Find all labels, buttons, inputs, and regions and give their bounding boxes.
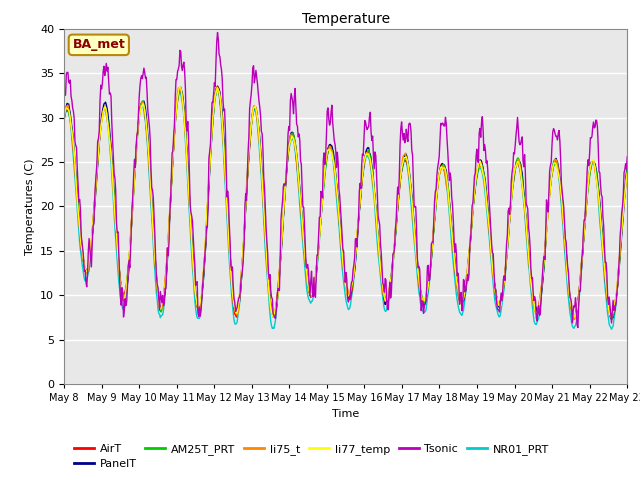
li75_t	[216, 94, 224, 99]
li77_temp	[623, 170, 631, 176]
NR01_PRT	[214, 86, 221, 92]
AirT	[623, 170, 631, 176]
AM25T_PRT	[623, 167, 631, 172]
AirT	[214, 83, 221, 89]
NR01_PRT	[431, 211, 439, 216]
Legend: AirT, PanelT, AM25T_PRT, li75_t, li77_temp, Tsonic, NR01_PRT: AirT, PanelT, AM25T_PRT, li75_t, li77_te…	[70, 439, 553, 474]
Line: Tsonic: Tsonic	[64, 33, 627, 327]
AirT	[128, 205, 136, 211]
NR01_PRT	[70, 165, 78, 170]
PanelT	[214, 84, 221, 90]
NR01_PRT	[415, 288, 422, 294]
Text: BA_met: BA_met	[72, 38, 125, 51]
AirT	[186, 199, 193, 205]
AM25T_PRT	[186, 192, 193, 197]
li77_temp	[415, 275, 422, 281]
li77_temp	[128, 209, 136, 215]
Tsonic	[60, 88, 68, 94]
AirT	[70, 157, 78, 163]
li75_t	[431, 206, 439, 212]
AM25T_PRT	[431, 211, 439, 216]
Title: Temperature: Temperature	[301, 12, 390, 26]
AirT	[608, 317, 616, 323]
PanelT	[128, 210, 136, 216]
li77_temp	[186, 211, 194, 216]
AirT	[431, 208, 439, 214]
li77_temp	[176, 84, 184, 90]
Tsonic	[216, 54, 224, 60]
li75_t	[186, 200, 193, 205]
PanelT	[431, 204, 439, 210]
X-axis label: Time: Time	[332, 408, 359, 419]
Tsonic	[415, 264, 422, 269]
PanelT	[623, 165, 631, 170]
Tsonic	[128, 204, 136, 210]
li75_t	[623, 170, 631, 176]
Y-axis label: Temperatures (C): Temperatures (C)	[24, 158, 35, 255]
AirT	[60, 115, 68, 121]
Tsonic	[70, 116, 78, 121]
Line: li75_t: li75_t	[64, 87, 627, 320]
AM25T_PRT	[70, 151, 78, 156]
PanelT	[70, 148, 78, 154]
PanelT	[607, 315, 614, 321]
li77_temp	[60, 115, 68, 120]
li77_temp	[70, 150, 78, 156]
PanelT	[186, 190, 193, 195]
li77_temp	[431, 205, 439, 211]
PanelT	[415, 275, 422, 280]
li75_t	[213, 84, 221, 90]
Line: PanelT: PanelT	[64, 87, 627, 318]
AirT	[415, 280, 422, 286]
Tsonic	[431, 189, 439, 195]
Line: li77_temp: li77_temp	[64, 87, 627, 317]
AM25T_PRT	[216, 94, 224, 99]
Tsonic	[186, 169, 193, 175]
NR01_PRT	[608, 326, 616, 332]
li75_t	[570, 317, 577, 323]
Line: AM25T_PRT: AM25T_PRT	[64, 87, 627, 320]
PanelT	[60, 119, 68, 124]
AM25T_PRT	[415, 276, 422, 282]
li75_t	[60, 116, 68, 122]
AirT	[216, 97, 224, 103]
PanelT	[216, 89, 224, 95]
NR01_PRT	[216, 99, 224, 105]
Line: NR01_PRT: NR01_PRT	[64, 89, 627, 329]
AM25T_PRT	[570, 317, 578, 323]
AM25T_PRT	[60, 117, 68, 123]
Line: AirT: AirT	[64, 86, 627, 320]
NR01_PRT	[186, 209, 193, 215]
li77_temp	[216, 93, 224, 99]
li75_t	[415, 279, 422, 285]
Tsonic	[214, 30, 221, 36]
li75_t	[70, 156, 78, 161]
Tsonic	[574, 324, 582, 330]
li75_t	[128, 210, 136, 216]
NR01_PRT	[60, 116, 68, 122]
AM25T_PRT	[214, 84, 221, 90]
li77_temp	[571, 314, 579, 320]
AM25T_PRT	[128, 213, 136, 218]
NR01_PRT	[128, 210, 136, 216]
NR01_PRT	[623, 168, 631, 173]
Tsonic	[623, 154, 631, 160]
